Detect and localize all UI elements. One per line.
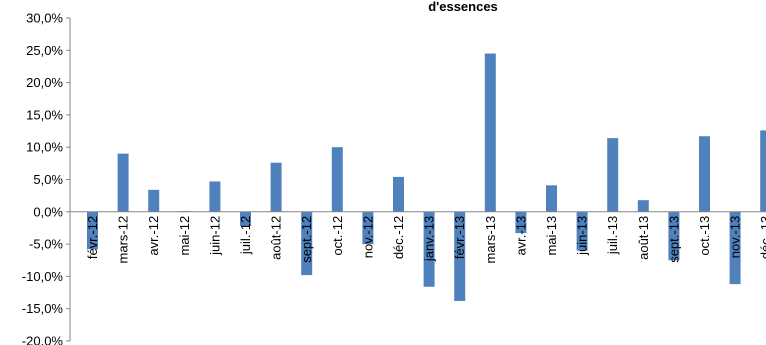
category-label: août-13 [636, 216, 651, 260]
category-label: mars-12 [116, 216, 131, 264]
category-label: juin-13 [575, 216, 590, 256]
category-label: oct.-12 [330, 216, 345, 256]
category-label: avr.-12 [146, 216, 161, 256]
bar [209, 181, 221, 212]
bar [637, 200, 649, 212]
bar [607, 138, 619, 212]
y-tick-label: 5,0% [33, 172, 63, 187]
chart-title: d'essences [428, 0, 498, 14]
category-label: juin-12 [207, 216, 222, 256]
category-label: mars-13 [483, 216, 498, 264]
bar [117, 153, 129, 212]
bar [301, 211, 313, 276]
y-tick-label: 0,0% [33, 204, 63, 219]
bar [760, 130, 766, 212]
bar [729, 211, 741, 285]
category-label: déc.-12 [391, 216, 406, 259]
category-label: janv.-13 [422, 216, 437, 262]
y-tick-label: 15,0% [26, 107, 63, 122]
category-labels: févr.-12 mars-12 avr.-12 mai-12 juin-12 juil.… [85, 216, 766, 264]
bar [270, 162, 282, 212]
bar [148, 189, 160, 212]
bar [546, 185, 557, 212]
y-tick-label: -15,0% [22, 301, 64, 316]
category-label: août-12 [269, 216, 284, 260]
category-label: sept.-12 [299, 216, 314, 263]
category-label: nov.-12 [360, 216, 375, 258]
bar [240, 211, 251, 227]
y-tick-label: 30,0% [26, 11, 63, 26]
bar [362, 211, 374, 245]
y-tick-label: 25,0% [26, 43, 63, 58]
category-label: nov.-13 [728, 216, 743, 258]
category-label: juil.-13 [605, 216, 620, 255]
bars [87, 53, 766, 301]
y-tick-label: -20,0% [22, 334, 64, 345]
bar [423, 211, 435, 287]
bar [668, 211, 680, 261]
y-tick-label: 20,0% [26, 75, 63, 90]
category-label: mai-12 [177, 216, 192, 256]
category-label: févr.-13 [452, 216, 467, 259]
category-label: sept.-13 [666, 216, 681, 263]
y-tick-label: 10,0% [26, 140, 63, 155]
bar [484, 53, 496, 212]
y-tick-label: -10,0% [22, 269, 64, 284]
category-label: oct.-13 [697, 216, 712, 256]
bar [393, 176, 404, 212]
category-label: déc.-13 [758, 216, 766, 259]
bar [87, 211, 98, 250]
bar [576, 211, 588, 251]
bar [454, 211, 466, 301]
category-label: juil.-12 [238, 216, 253, 255]
category-label: mai-13 [544, 216, 559, 256]
bar [331, 147, 343, 212]
category-label: févr.-12 [85, 216, 100, 259]
y-tick-label: -5,0% [29, 237, 63, 252]
category-label: avr.-13 [513, 216, 528, 256]
y-axis-ticks: 30,0% 25,0% 20,0% 15,0% 10,0% 5,0% 0,0% -5,0% -1… [22, 11, 70, 345]
bar [699, 136, 710, 212]
bar [515, 211, 527, 234]
